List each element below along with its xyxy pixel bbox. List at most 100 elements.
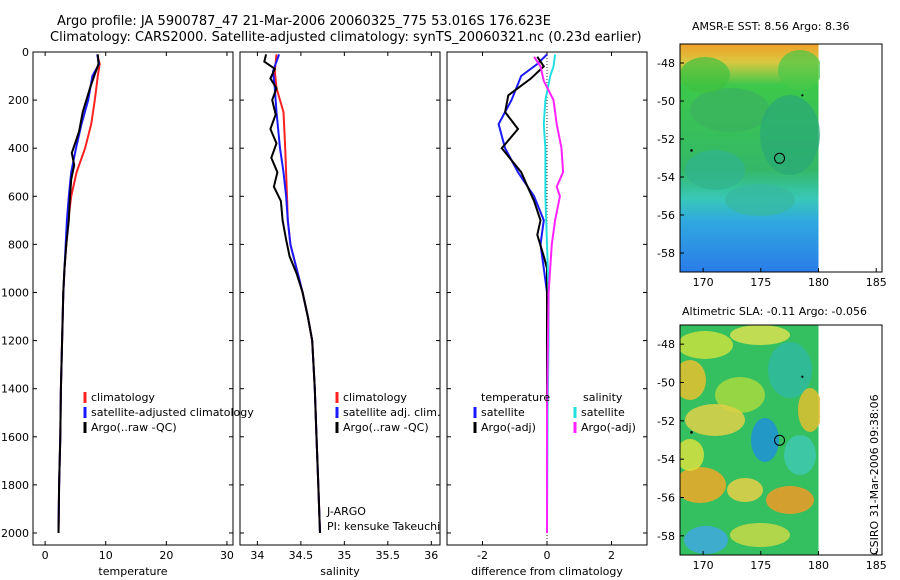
header-line-2: Climatology: CARS2000. Satellite-adjuste… <box>50 30 642 45</box>
y-tick-label-2: 400 <box>8 142 29 155</box>
map-x-tick-label-sst_map-3: 185 <box>866 276 887 289</box>
legend-label-temperature-0: climatology <box>91 391 155 404</box>
map-x-tick-label-sla_map-1: 175 <box>750 559 771 572</box>
map-x-tick-label-sla_map-3: 185 <box>866 559 887 572</box>
series-line-salinity-0 <box>273 54 321 534</box>
annotation-0: J-ARGO <box>326 505 366 518</box>
map-y-tick-label-sla_map-2: -52 <box>657 415 675 428</box>
x-tick-label-temperature-2: 20 <box>159 549 173 562</box>
map-field-sla_map <box>680 325 820 555</box>
sst-field-patch-5 <box>778 50 820 90</box>
legend-label-sal-0: satellite <box>581 406 625 419</box>
map-field-sst_map <box>680 44 820 272</box>
series-line-temperature-2 <box>57 54 100 534</box>
sla-field-patch-2 <box>680 360 706 400</box>
x-tick-label-salinity-1: 34.5 <box>289 549 314 562</box>
series-line-difference-0 <box>497 53 548 533</box>
map-y-tick-label-sla_map-3: -54 <box>657 453 675 466</box>
legend-label-salinity-2: Argo(..raw -QC) <box>343 421 429 434</box>
map-y-tick-label-sst_map-0: -48 <box>657 57 675 70</box>
legend-title-salinity: salinity <box>583 391 623 404</box>
y-tick-label-4: 800 <box>8 238 29 251</box>
y-tick-label-7: 1400 <box>1 383 29 396</box>
y-tick-label-8: 1600 <box>1 431 29 444</box>
map-x-tick-label-sst_map-1: 175 <box>750 276 771 289</box>
legend-label-temp-1: Argo(-adj) <box>481 421 536 434</box>
panel-frame-temperature <box>32 51 234 546</box>
sla-field-patch-13 <box>680 439 704 471</box>
x-axis-label-difference: difference from climatology <box>471 565 623 578</box>
map-y-tick-label-sst_map-4: -56 <box>657 209 675 222</box>
sla-field-patch-5 <box>685 404 745 436</box>
x-tick-label-temperature-0: 0 <box>42 549 49 562</box>
y-tick-label-10: 2000 <box>1 527 29 540</box>
map-y-tick-label-sla_map-5: -58 <box>657 530 675 543</box>
argo-position-marker-sst_map <box>774 152 786 164</box>
map-x-tick-label-sst_map-0: 170 <box>693 276 714 289</box>
x-tick-label-salinity-0: 34 <box>250 549 264 562</box>
sla-field-patch-9 <box>727 478 763 502</box>
x-tick-label-salinity-2: 35 <box>337 549 351 562</box>
sst-map-title: AMSR-E SST: 8.56 Argo: 8.36 <box>692 20 850 33</box>
y-tick-label-3: 600 <box>8 190 29 203</box>
y-tick-label-9: 1800 <box>1 479 29 492</box>
sla-map-title: Altimetric SLA: -0.11 Argo: -0.056 <box>682 305 867 318</box>
x-tick-label-salinity-3: 35.5 <box>376 549 401 562</box>
sla-field-patch-4 <box>768 342 812 398</box>
float-dot-b-sst_map <box>801 94 804 97</box>
map-y-tick-label-sst_map-3: -54 <box>657 171 675 184</box>
map-y-tick-label-sla_map-4: -56 <box>657 492 675 505</box>
sla-field-patch-3 <box>715 377 765 413</box>
y-tick-label-5: 1000 <box>1 286 29 299</box>
sst-field-patch-1 <box>760 95 820 175</box>
series-line-difference-3 <box>533 56 565 533</box>
float-dot-b-sla_map <box>801 375 804 378</box>
legend-label-salinity-0: climatology <box>343 391 407 404</box>
map-y-tick-label-sla_map-0: -48 <box>657 338 675 351</box>
series-line-temperature-1 <box>57 54 101 534</box>
sla-field-patch-6 <box>751 418 779 462</box>
legend-title-temperature: temperature <box>481 391 550 404</box>
panel-frame-salinity <box>239 51 441 546</box>
x-tick-label-temperature-1: 10 <box>99 549 113 562</box>
map-y-tick-label-sla_map-1: -50 <box>657 377 675 390</box>
annotation-1: PI: kensuke Takeuchi <box>327 520 440 533</box>
map-y-tick-label-sst_map-5: -58 <box>657 247 675 260</box>
sla-field-patch-10 <box>766 486 814 514</box>
sla-field-patch-0 <box>680 331 733 359</box>
sla-field-patch-12 <box>730 523 790 547</box>
legend-label-sal-1: Argo(-adj) <box>581 421 636 434</box>
sst-field-patch-2 <box>685 150 745 190</box>
map-frame-sst_map <box>679 43 883 273</box>
sla-field-patch-11 <box>684 526 728 554</box>
sla-field-patch-14 <box>798 388 820 432</box>
y-tick-label-0: 0 <box>22 46 29 59</box>
map-y-tick-label-sst_map-2: -52 <box>657 133 675 146</box>
float-dot-a-sla_map <box>690 431 693 434</box>
sla-field-patch-1 <box>730 325 790 345</box>
series-line-salinity-1 <box>271 54 321 534</box>
map-x-tick-label-sst_map-2: 180 <box>808 276 829 289</box>
sla-field-patch-7 <box>784 435 816 475</box>
float-dot-a-sst_map <box>690 149 693 152</box>
map-x-tick-label-sla_map-0: 170 <box>693 559 714 572</box>
map-frame-sla_map <box>679 324 883 556</box>
sla-field-patch-8 <box>680 467 726 503</box>
x-tick-label-difference-0: -2 <box>477 549 488 562</box>
map-y-tick-label-sst_map-1: -50 <box>657 95 675 108</box>
x-axis-label-salinity: salinity <box>320 565 360 578</box>
sst-field-patch-3 <box>725 184 795 216</box>
sst-field-patch-0 <box>690 88 770 132</box>
argo-position-marker-sla_map <box>774 434 786 446</box>
x-tick-label-difference-2: 2 <box>608 549 615 562</box>
y-tick-label-1: 200 <box>8 94 29 107</box>
sst-field-patch-4 <box>680 57 730 93</box>
series-line-difference-1 <box>500 56 548 533</box>
legend-label-temperature-2: Argo(..raw -QC) <box>91 421 177 434</box>
x-axis-label-temperature: temperature <box>98 565 167 578</box>
header-line-1: Argo profile: JA 5900787_47 21-Mar-2006 … <box>57 14 551 29</box>
series-line-salinity-2 <box>263 54 321 534</box>
map-x-tick-label-sla_map-2: 180 <box>808 559 829 572</box>
x-tick-label-difference-1: 0 <box>544 549 551 562</box>
